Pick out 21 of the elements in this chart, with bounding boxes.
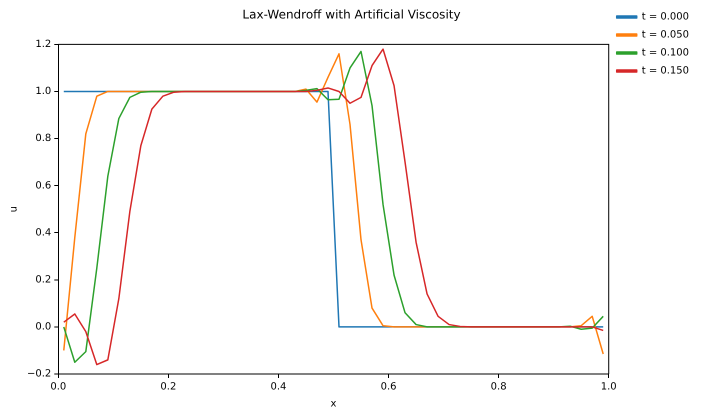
y-tick-label: −0.2: [26, 368, 52, 380]
y-tick-label: 1.2: [35, 38, 52, 50]
y-axis-title: u: [8, 206, 20, 212]
x-tick-label: 0.2: [160, 382, 176, 393]
legend-label: t = 0.100: [642, 48, 690, 59]
y-tick-label: 1.0: [35, 86, 52, 98]
x-tick-label: 0.8: [490, 382, 507, 393]
y-tick-label: 0.2: [35, 274, 52, 286]
y-tick-label: 0.0: [35, 322, 52, 333]
x-tick-label: 0.4: [270, 382, 286, 393]
y-tick-label: 0.6: [35, 180, 52, 192]
chart-title: Lax-Wendroff with Artificial Viscosity: [242, 7, 461, 22]
y-tick-label: 0.4: [35, 227, 52, 238]
legend-label: t = 0.000: [642, 12, 690, 23]
x-axis-title: x: [330, 398, 337, 410]
x-tick-label: 0.6: [380, 382, 396, 393]
legend-label: t = 0.150: [642, 66, 690, 77]
legend-label: t = 0.050: [642, 30, 690, 41]
x-tick-label: 0.0: [50, 382, 66, 393]
x-tick-label: 1.0: [600, 382, 617, 393]
y-tick-label: 0.8: [35, 133, 52, 144]
